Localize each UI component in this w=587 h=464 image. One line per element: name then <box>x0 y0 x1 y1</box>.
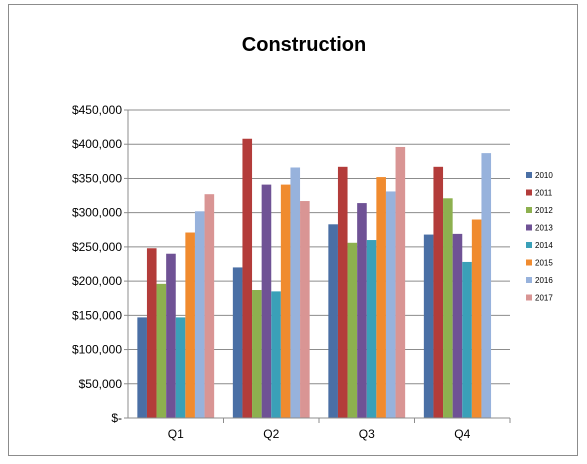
y-tick-label: $- <box>111 411 122 425</box>
bars <box>137 138 492 418</box>
bar-2016-Q2 <box>290 167 301 418</box>
bar-2014-Q4 <box>462 261 472 418</box>
bar-2010-Q3 <box>328 224 338 418</box>
bar-2012-Q3 <box>347 242 358 418</box>
bar-2014-Q3 <box>366 240 377 418</box>
bar-2011-Q1 <box>146 248 157 418</box>
bar-2010-Q4 <box>423 234 434 418</box>
legend-swatch-2014 <box>526 242 532 248</box>
bar-2013-Q4 <box>452 233 463 418</box>
legend: 2010 2011 2012 2013 2014 2015 2016 2017 <box>526 171 553 303</box>
chart-title: Construction <box>242 34 366 56</box>
legend-swatch-2011 <box>526 189 532 196</box>
x-tick-label: Q1 <box>168 427 184 441</box>
bar-2010-Q2 <box>232 267 243 418</box>
x-axis-ticks: Q1 Q2 Q3 Q4 <box>168 418 511 441</box>
bar-2017-Q1 <box>204 194 215 418</box>
x-tick-label: Q3 <box>359 427 375 441</box>
y-tick-label: $200,000 <box>72 274 122 288</box>
bar-2017-Q2 <box>300 201 310 418</box>
bar-2014-Q1 <box>175 317 186 418</box>
bar-2013-Q1 <box>166 253 176 418</box>
y-tick-label: $350,000 <box>72 171 122 185</box>
y-tick-label: $400,000 <box>72 137 122 151</box>
legend-swatch-2016 <box>526 277 532 283</box>
y-tick-label: $300,000 <box>72 206 122 220</box>
bar-2016-Q1 <box>194 211 205 418</box>
legend-label-2014: 2014 <box>535 241 553 250</box>
bar-2013-Q3 <box>357 203 367 418</box>
bar-2011-Q4 <box>433 166 444 418</box>
bar-2014-Q2 <box>271 291 281 418</box>
bar-2016-Q3 <box>385 191 396 418</box>
legend-label-2012: 2012 <box>535 206 553 215</box>
legend-label-2010: 2010 <box>535 171 553 180</box>
bar-2015-Q3 <box>376 177 386 418</box>
y-tick-label: $250,000 <box>72 240 122 254</box>
y-tick-label: $150,000 <box>72 308 122 322</box>
x-tick-label: Q2 <box>263 427 279 441</box>
y-tick-label: $100,000 <box>72 343 122 357</box>
bar-2011-Q2 <box>242 138 253 418</box>
bar-2015-Q4 <box>471 219 482 418</box>
legend-swatch-2013 <box>526 224 532 231</box>
legend-swatch-2015 <box>526 259 532 266</box>
bar-2013-Q2 <box>261 184 272 418</box>
bar-2012-Q1 <box>156 283 167 418</box>
bar-2012-Q2 <box>252 290 262 418</box>
legend-label-2015: 2015 <box>535 259 553 268</box>
x-tick-label: Q4 <box>454 427 470 441</box>
legend-swatch-2017 <box>526 294 532 301</box>
y-tick-label: $450,000 <box>72 103 122 117</box>
bar-2016-Q4 <box>481 153 492 418</box>
legend-swatch-2012 <box>526 207 532 213</box>
legend-swatch-2010 <box>526 172 532 178</box>
bar-2010-Q1 <box>137 317 147 418</box>
y-axis-ticks: $- $50,000 $100,000 $150,000 $200,000 $250,00… <box>72 103 128 425</box>
bar-2015-Q2 <box>280 184 291 418</box>
legend-label-2013: 2013 <box>535 224 553 233</box>
legend-label-2016: 2016 <box>535 276 553 285</box>
legend-label-2017: 2017 <box>535 294 553 303</box>
bar-2017-Q3 <box>395 146 406 418</box>
bar-2011-Q3 <box>337 166 348 418</box>
bar-2015-Q1 <box>185 232 195 418</box>
y-tick-label: $50,000 <box>79 377 123 391</box>
legend-label-2011: 2011 <box>535 189 553 198</box>
bar-2012-Q4 <box>443 198 453 418</box>
